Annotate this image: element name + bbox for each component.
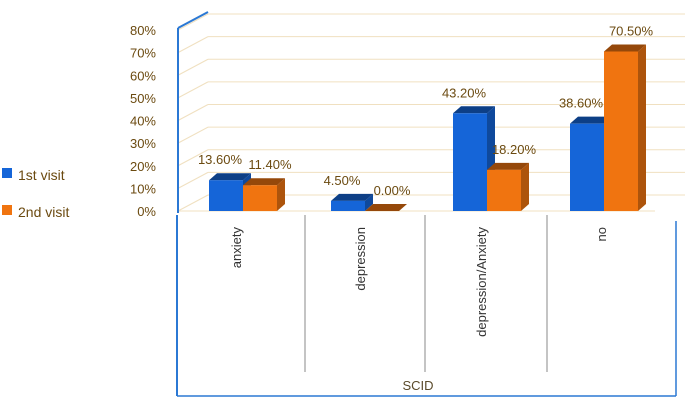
bar-depression-anxiety-2nd-visit — [487, 162, 529, 211]
category-label: depression — [353, 227, 368, 291]
category-label: depression/Anxiety — [474, 227, 489, 337]
legend-label-1st-visit: 1st visit — [18, 167, 65, 183]
y-tick-label: 80% — [130, 23, 156, 38]
bar-top — [604, 44, 646, 52]
gridline-side — [177, 149, 209, 167]
y-axis: 0% 10% 20% 30% 40% 50% 60% 70% 80% — [130, 11, 209, 219]
bar-front — [487, 169, 521, 211]
y-tick-label: 20% — [130, 159, 156, 174]
data-label: 18.20% — [492, 142, 537, 157]
bar-top — [209, 173, 251, 181]
x-axis-title: SCID — [402, 378, 433, 393]
category-label: no — [594, 227, 609, 241]
bar-side — [365, 193, 373, 211]
data-label: 43.20% — [442, 85, 487, 100]
bar-side — [277, 178, 285, 211]
bar-front — [209, 180, 243, 211]
data-label: 38.60% — [559, 96, 604, 111]
bar-side — [521, 162, 529, 211]
legend-label-2nd-visit: 2nd visit — [18, 204, 69, 220]
gridline-side — [177, 171, 209, 189]
data-labels: 13.60% 11.40% 4.50% 0.00% 43.20% 18.20% 38.60%… — [198, 23, 654, 198]
bar-anxiety-1st-visit — [209, 173, 251, 211]
bar-depression-anxiety-1st-visit — [453, 106, 495, 211]
y-tick-label: 10% — [130, 181, 156, 196]
y-tick-label: 30% — [130, 136, 156, 151]
legend: 1st visit 2nd visit — [2, 167, 69, 220]
data-label: 70.50% — [609, 23, 654, 38]
bar-top — [243, 178, 285, 186]
data-label: 13.60% — [198, 152, 243, 167]
gridline-side — [177, 58, 209, 76]
gridline-side — [177, 194, 209, 212]
bar-front — [453, 113, 487, 211]
bar-no-2nd-visit — [604, 44, 646, 212]
legend-swatch-2nd-visit — [2, 205, 12, 215]
gridline-side — [177, 126, 209, 144]
bar-front — [243, 185, 277, 211]
bar-depression-2nd-visit — [365, 204, 407, 211]
bars — [209, 44, 646, 212]
data-label: 0.00% — [374, 183, 411, 198]
category-table: anxiety depression depression/Anxiety no SCI… — [176, 215, 677, 397]
gridline-side — [177, 13, 209, 31]
y-axis-top — [177, 11, 209, 29]
data-label: 4.50% — [324, 173, 361, 188]
gridline-side — [177, 81, 209, 99]
gridline-side — [177, 104, 209, 121]
bar-front — [331, 200, 365, 211]
y-tick-label: 60% — [130, 68, 156, 83]
bar-top — [453, 106, 495, 114]
data-label: 11.40% — [248, 157, 292, 172]
gridline-side — [177, 36, 209, 54]
y-tick-label: 0% — [137, 204, 156, 219]
bar-front — [604, 51, 638, 212]
category-label: anxiety — [229, 227, 244, 269]
y-tick-label: 50% — [130, 91, 156, 106]
bar-top — [331, 193, 373, 201]
bar-top — [487, 162, 529, 170]
bar-side — [638, 44, 646, 212]
bar-top — [570, 116, 612, 124]
bar-depression-1st-visit — [331, 193, 373, 211]
y-tick-label: 70% — [130, 46, 156, 61]
bar-front — [570, 123, 604, 211]
bar-top — [365, 204, 407, 211]
legend-swatch-1st-visit — [2, 168, 12, 178]
y-tick-label: 40% — [130, 114, 156, 129]
bar-anxiety-2nd-visit — [243, 178, 285, 211]
